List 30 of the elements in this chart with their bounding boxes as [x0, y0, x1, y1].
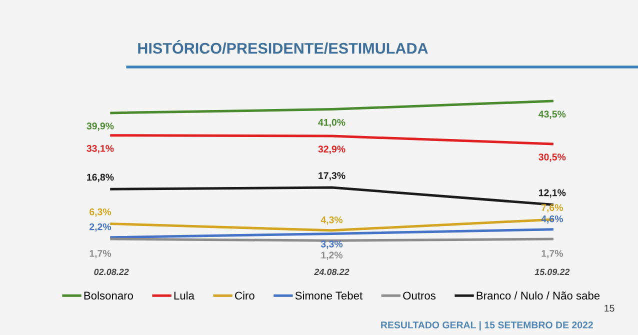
- data-label: 3,3%: [320, 240, 343, 249]
- data-label: 1,7%: [542, 250, 563, 258]
- text: 15: [604, 304, 614, 312]
- data-label: 39,9%: [86, 122, 114, 131]
- data-label: 43,5%: [538, 110, 566, 119]
- legend-label: Outros: [403, 292, 436, 300]
- x-tick-label: 02.08.22: [94, 268, 129, 276]
- legend-label: Bolsonaro: [84, 291, 134, 300]
- data-label: 17,3%: [318, 172, 346, 180]
- legend-label: Lula: [174, 291, 194, 300]
- legend-label: Simone Tebet: [295, 291, 363, 300]
- legend-label: Branco / Nulo / Não sabe: [476, 291, 600, 300]
- data-label: 30,5%: [538, 154, 566, 162]
- data-label: 4,3%: [320, 216, 343, 225]
- x-tick-label: 24.08.22: [314, 268, 350, 276]
- text: RESULTADO GERAL | 15 SETEMBRO DE 2022: [381, 321, 593, 330]
- data-label: 16,8%: [87, 174, 114, 182]
- data-label: 32,9%: [318, 146, 346, 154]
- data-label: 33,1%: [86, 144, 114, 154]
- data-label: 41,0%: [318, 118, 346, 128]
- data-label: 4,6%: [541, 215, 563, 224]
- data-label: 7,6%: [542, 204, 563, 212]
- data-label: 6,3%: [90, 208, 112, 217]
- chart-title: HISTÓRICO/PRESIDENTE/ESTIMULADA: [138, 40, 428, 54]
- data-label: 1,2%: [321, 252, 343, 260]
- data-label: 1,7%: [90, 250, 112, 258]
- legend-label: Ciro: [235, 291, 254, 300]
- x-tick-label: 15.09.22: [534, 268, 570, 276]
- data-label: 12,1%: [538, 189, 566, 198]
- data-label: 2,2%: [90, 223, 112, 232]
